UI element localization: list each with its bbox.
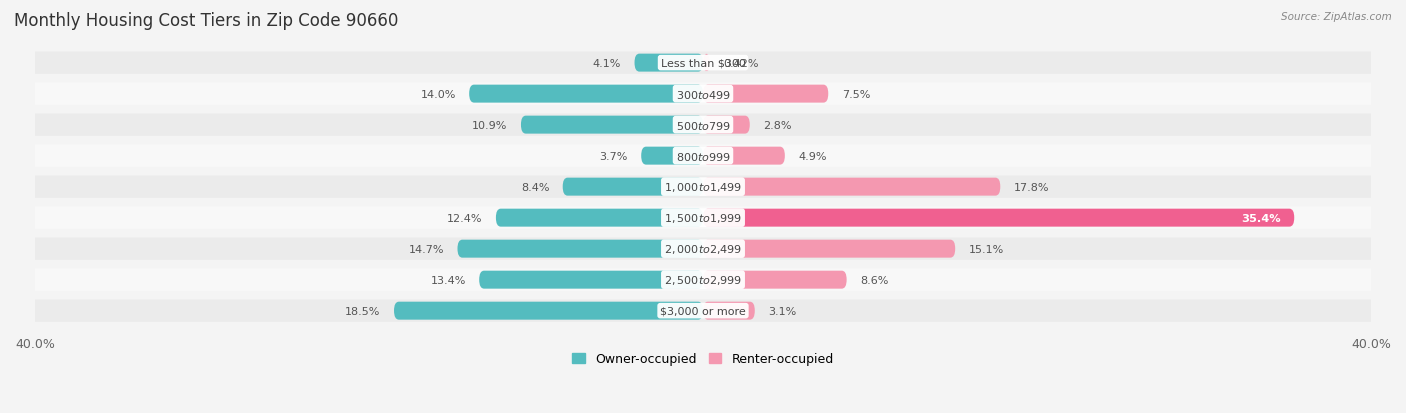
FancyBboxPatch shape bbox=[10, 145, 1396, 167]
FancyBboxPatch shape bbox=[10, 207, 1396, 229]
Text: $800 to $999: $800 to $999 bbox=[675, 150, 731, 162]
Text: Source: ZipAtlas.com: Source: ZipAtlas.com bbox=[1281, 12, 1392, 22]
Text: $3,000 or more: $3,000 or more bbox=[661, 306, 745, 316]
FancyBboxPatch shape bbox=[479, 271, 703, 289]
FancyBboxPatch shape bbox=[703, 302, 755, 320]
Text: Monthly Housing Cost Tiers in Zip Code 90660: Monthly Housing Cost Tiers in Zip Code 9… bbox=[14, 12, 398, 30]
Text: 18.5%: 18.5% bbox=[346, 306, 381, 316]
FancyBboxPatch shape bbox=[562, 178, 703, 196]
Text: 14.7%: 14.7% bbox=[409, 244, 444, 254]
Text: 10.9%: 10.9% bbox=[472, 120, 508, 131]
Text: 35.4%: 35.4% bbox=[1241, 213, 1281, 223]
FancyBboxPatch shape bbox=[703, 209, 1295, 227]
Text: $500 to $799: $500 to $799 bbox=[675, 119, 731, 131]
Legend: Owner-occupied, Renter-occupied: Owner-occupied, Renter-occupied bbox=[568, 347, 838, 370]
Text: $2,000 to $2,499: $2,000 to $2,499 bbox=[664, 242, 742, 256]
Text: 8.6%: 8.6% bbox=[860, 275, 889, 285]
Text: $2,500 to $2,999: $2,500 to $2,999 bbox=[664, 273, 742, 287]
FancyBboxPatch shape bbox=[634, 55, 703, 72]
Text: 3.1%: 3.1% bbox=[768, 306, 796, 316]
Text: 17.8%: 17.8% bbox=[1014, 182, 1049, 192]
FancyBboxPatch shape bbox=[703, 85, 828, 103]
Text: $300 to $499: $300 to $499 bbox=[675, 88, 731, 100]
FancyBboxPatch shape bbox=[10, 238, 1396, 260]
Text: 8.4%: 8.4% bbox=[520, 182, 550, 192]
FancyBboxPatch shape bbox=[10, 269, 1396, 291]
Text: 13.4%: 13.4% bbox=[430, 275, 465, 285]
FancyBboxPatch shape bbox=[10, 300, 1396, 322]
Text: 7.5%: 7.5% bbox=[842, 89, 870, 100]
Text: $1,500 to $1,999: $1,500 to $1,999 bbox=[664, 211, 742, 225]
Text: Less than $300: Less than $300 bbox=[661, 59, 745, 69]
Text: 2.8%: 2.8% bbox=[763, 120, 792, 131]
FancyBboxPatch shape bbox=[703, 116, 749, 134]
FancyBboxPatch shape bbox=[522, 116, 703, 134]
FancyBboxPatch shape bbox=[10, 52, 1396, 75]
FancyBboxPatch shape bbox=[457, 240, 703, 258]
FancyBboxPatch shape bbox=[10, 83, 1396, 106]
Text: 12.4%: 12.4% bbox=[447, 213, 482, 223]
FancyBboxPatch shape bbox=[641, 147, 703, 165]
FancyBboxPatch shape bbox=[10, 176, 1396, 198]
FancyBboxPatch shape bbox=[496, 209, 703, 227]
FancyBboxPatch shape bbox=[703, 55, 710, 72]
Text: $1,000 to $1,499: $1,000 to $1,499 bbox=[664, 181, 742, 194]
FancyBboxPatch shape bbox=[10, 114, 1396, 136]
FancyBboxPatch shape bbox=[394, 302, 703, 320]
FancyBboxPatch shape bbox=[470, 85, 703, 103]
Text: 0.42%: 0.42% bbox=[723, 59, 759, 69]
Text: 14.0%: 14.0% bbox=[420, 89, 456, 100]
FancyBboxPatch shape bbox=[703, 178, 1000, 196]
FancyBboxPatch shape bbox=[703, 271, 846, 289]
Text: 4.9%: 4.9% bbox=[799, 151, 827, 161]
Text: 4.1%: 4.1% bbox=[593, 59, 621, 69]
Text: 15.1%: 15.1% bbox=[969, 244, 1004, 254]
FancyBboxPatch shape bbox=[703, 147, 785, 165]
FancyBboxPatch shape bbox=[703, 240, 955, 258]
Text: 3.7%: 3.7% bbox=[599, 151, 628, 161]
